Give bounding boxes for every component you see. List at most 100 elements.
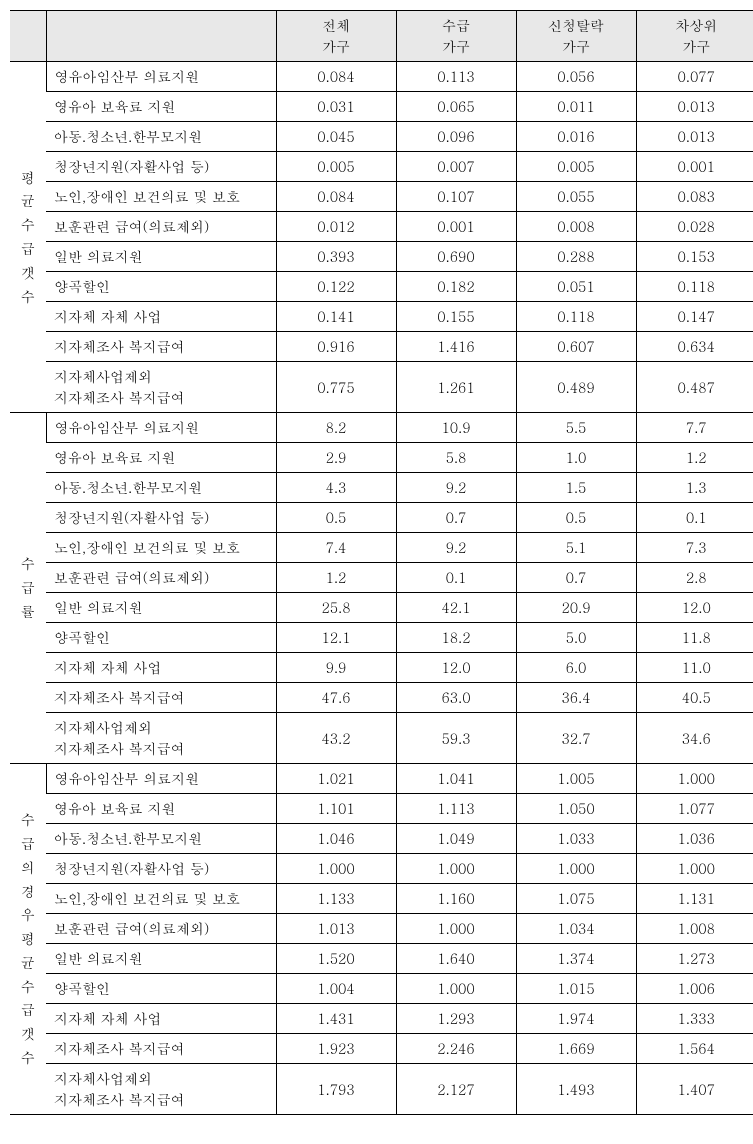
table-row: 영유아 보육료 지원0.0310.0650.0110.013 [10, 92, 753, 122]
value-cell: 11.8 [636, 623, 753, 653]
row-label: 아동.청소년.한부모지원 [46, 824, 276, 854]
value-cell: 6.0 [516, 653, 636, 683]
value-cell: 1.005 [516, 764, 636, 794]
value-cell: 8.2 [276, 413, 396, 443]
value-cell: 0.7 [516, 563, 636, 593]
table-row: 지자체 자체 사업0.1410.1550.1180.147 [10, 302, 753, 332]
value-cell: 0.153 [636, 242, 753, 272]
value-cell: 0.028 [636, 212, 753, 242]
table-row: 일반 의료지원1.5201.6401.3741.273 [10, 944, 753, 974]
value-cell: 1.015 [516, 974, 636, 1004]
value-cell: 2.9 [276, 443, 396, 473]
value-cell: 1.374 [516, 944, 636, 974]
table-row: 양곡할인1.0041.0001.0151.006 [10, 974, 753, 1004]
value-cell: 0.155 [396, 302, 516, 332]
value-cell: 0.008 [516, 212, 636, 242]
table-row: 청장년지원(자활사업 등)0.50.70.50.1 [10, 503, 753, 533]
value-cell: 7.4 [276, 533, 396, 563]
value-cell: 1.000 [276, 854, 396, 884]
group-label-char: 균 [21, 190, 35, 210]
value-cell: 0.147 [636, 302, 753, 332]
group-label: 평균수급갯수 [10, 62, 46, 413]
table-row: 평균수급갯수영유아임산부 의료지원0.0840.1130.0560.077 [10, 62, 753, 92]
value-cell: 1.923 [276, 1034, 396, 1064]
value-cell: 0.084 [276, 62, 396, 92]
table-row: 지자체조사 복지급여0.9161.4160.6070.634 [10, 332, 753, 362]
table-row: 지자체 자체 사업9.912.06.011.0 [10, 653, 753, 683]
group-label-char: 수 [21, 1047, 35, 1067]
value-cell: 10.9 [396, 413, 516, 443]
header-col-3: 신청탈락 가구 [516, 11, 636, 62]
row-label: 영유아임산부 의료지원 [46, 764, 276, 794]
value-cell: 0.051 [516, 272, 636, 302]
value-cell: 1.033 [516, 824, 636, 854]
row-label: 양곡할인 [46, 272, 276, 302]
row-label: 노인,장애인 보건의료 및 보호 [46, 533, 276, 563]
table-row: 보훈관련 급여(의료제외)0.0120.0010.0080.028 [10, 212, 753, 242]
table-row: 지자체조사 복지급여47.663.036.440.5 [10, 683, 753, 713]
table-row: 아동.청소년.한부모지원4.39.21.51.3 [10, 473, 753, 503]
group-label-char: 갯 [21, 262, 35, 282]
row-label: 노인,장애인 보건의료 및 보호 [46, 884, 276, 914]
value-cell: 1.273 [636, 944, 753, 974]
value-cell: 9.2 [396, 473, 516, 503]
value-cell: 1.075 [516, 884, 636, 914]
header-col-4-line1: 차상위 [675, 15, 717, 35]
table-row: 아동.청소년.한부모지원1.0461.0491.0331.036 [10, 824, 753, 854]
value-cell: 0.055 [516, 182, 636, 212]
header-col-1-line2: 가구 [322, 36, 350, 56]
value-cell: 1.0 [516, 443, 636, 473]
row-label: 지자체 자체 사업 [46, 1004, 276, 1034]
value-cell: 1.133 [276, 884, 396, 914]
value-cell: 0.005 [276, 152, 396, 182]
group-label: 수급의경우평균수급갯수 [10, 764, 46, 1115]
value-cell: 0.001 [636, 152, 753, 182]
value-cell: 1.021 [276, 764, 396, 794]
value-cell: 0.7 [396, 503, 516, 533]
row-label: 일반 의료지원 [46, 242, 276, 272]
value-cell: 1.000 [396, 974, 516, 1004]
value-cell: 9.2 [396, 533, 516, 563]
value-cell: 0.634 [636, 332, 753, 362]
value-cell: 0.5 [516, 503, 636, 533]
table-row: 양곡할인12.118.25.011.8 [10, 623, 753, 653]
table-row: 지자체사업제외지자체조사 복지급여1.7932.1271.4931.407 [10, 1064, 753, 1115]
value-cell: 0.690 [396, 242, 516, 272]
value-cell: 12.0 [636, 593, 753, 623]
value-cell: 1.036 [636, 824, 753, 854]
table-row: 지자체사업제외지자체조사 복지급여0.7751.2610.4890.487 [10, 362, 753, 413]
value-cell: 1.050 [516, 794, 636, 824]
row-label: 보훈관련 급여(의료제외) [46, 563, 276, 593]
value-cell: 1.520 [276, 944, 396, 974]
value-cell: 12.0 [396, 653, 516, 683]
value-cell: 1.261 [396, 362, 516, 413]
value-cell: 25.8 [276, 593, 396, 623]
value-cell: 5.1 [516, 533, 636, 563]
table-row: 청장년지원(자활사업 등)0.0050.0070.0050.001 [10, 152, 753, 182]
value-cell: 0.056 [516, 62, 636, 92]
header-col-2-line2: 가구 [442, 36, 470, 56]
table-row: 일반 의료지원25.842.120.912.0 [10, 593, 753, 623]
value-cell: 0.013 [636, 122, 753, 152]
value-cell: 20.9 [516, 593, 636, 623]
table-row: 수급률영유아임산부 의료지원8.210.95.57.7 [10, 413, 753, 443]
row-label: 지자체조사 복지급여 [46, 683, 276, 713]
value-cell: 1.407 [636, 1064, 753, 1115]
value-cell: 1.049 [396, 824, 516, 854]
value-cell: 7.7 [636, 413, 753, 443]
value-cell: 0.916 [276, 332, 396, 362]
value-cell: 1.293 [396, 1004, 516, 1034]
value-cell: 0.012 [276, 212, 396, 242]
value-cell: 0.001 [396, 212, 516, 242]
value-cell: 0.607 [516, 332, 636, 362]
value-cell: 0.182 [396, 272, 516, 302]
value-cell: 0.065 [396, 92, 516, 122]
row-label: 영유아 보육료 지원 [46, 92, 276, 122]
row-label: 보훈관련 급여(의료제외) [46, 212, 276, 242]
table-row: 지자체 자체 사업1.4311.2931.9741.333 [10, 1004, 753, 1034]
value-cell: 7.3 [636, 533, 753, 563]
header-col-3-line1: 신청탈락 [548, 15, 604, 35]
value-cell: 43.2 [276, 713, 396, 764]
value-cell: 1.000 [396, 854, 516, 884]
table-row: 수급의경우평균수급갯수영유아임산부 의료지원1.0211.0411.0051.0… [10, 764, 753, 794]
